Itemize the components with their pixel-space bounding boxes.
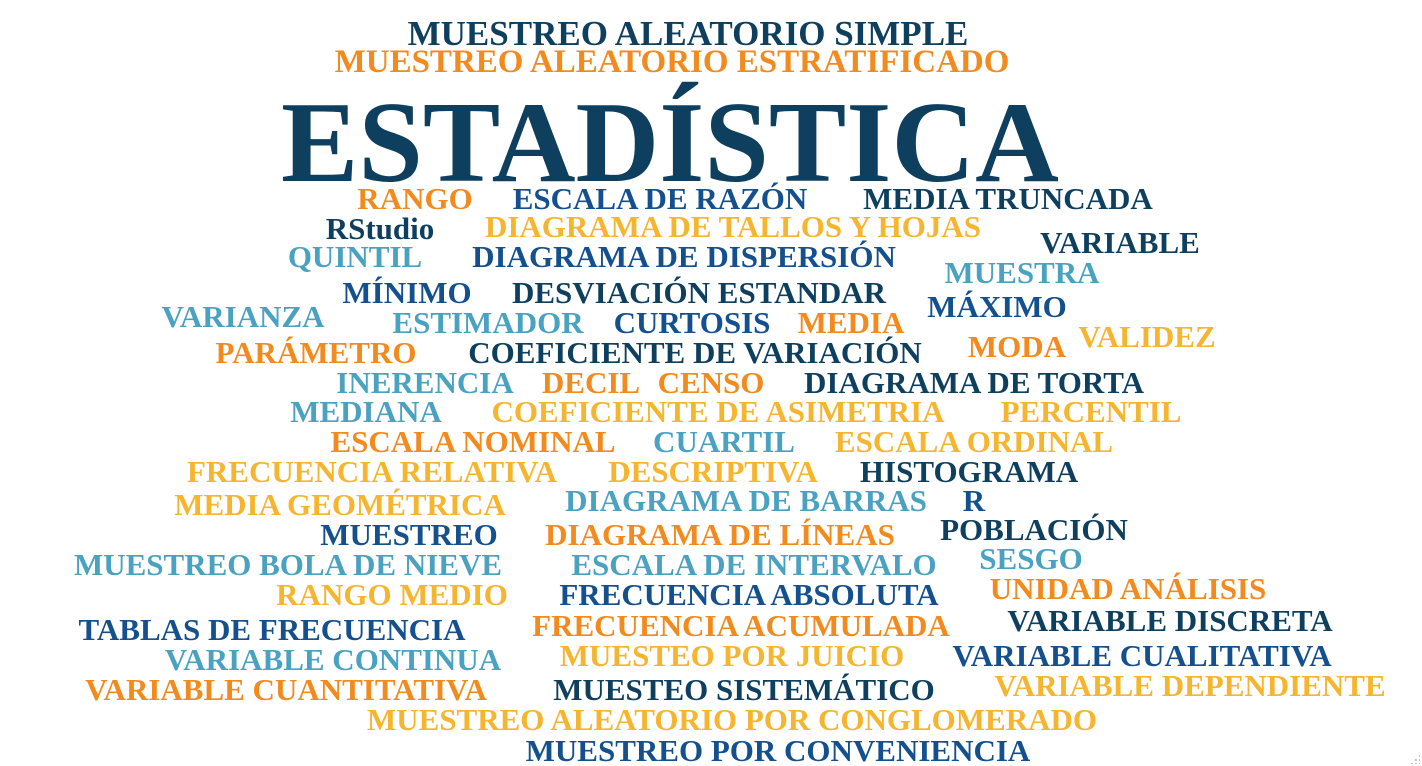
word-censo: CENSO xyxy=(657,365,765,400)
word-minimo: MÍNIMO xyxy=(342,275,472,310)
word-frecuencia-acumulada: FRECUENCIA ACUMULADA xyxy=(532,608,950,643)
word-frecuencia-relativa: FRECUENCIA RELATIVA xyxy=(186,454,558,489)
word-variable-continua: VARIABLE CONTINUA xyxy=(164,642,502,677)
word-histograma: HISTOGRAMA xyxy=(859,454,1079,489)
word-diagrama-de-torta: DIAGRAMA DE TORTA xyxy=(804,365,1144,400)
word-muestreo-aleatorio-por-conglomerado: MUESTREO ALEATORIO POR CONGLOMERADO xyxy=(366,702,1098,737)
word-variable-cualitativa: VARIABLE CUALITATIVA xyxy=(952,638,1332,673)
word-varianza: VARIANZA xyxy=(161,299,325,334)
word-curtosis: CURTOSIS xyxy=(613,305,771,340)
word-cuartil: CUARTIL xyxy=(653,424,795,459)
word-descriptiva: DESCRIPTIVA xyxy=(608,454,818,489)
word-rango-medio: RANGO MEDIO xyxy=(276,577,508,612)
word-muestreo-aleatorio-estratificado: MUESTREO ALEATORIO ESTRATIFICADO xyxy=(334,44,1010,80)
word-validez: VALIDEZ xyxy=(1078,319,1216,354)
word-estimador: ESTIMADOR xyxy=(392,305,584,340)
word-diagrama-de-lineas: DIAGRAMA DE LÍNEAS xyxy=(545,517,895,552)
word-desviacion-estandar: DESVIACIÓN ESTANDAR xyxy=(511,275,887,310)
word-rango: RANGO xyxy=(357,181,473,216)
word-estadistica: ESTADÍSTICA xyxy=(281,79,1059,207)
word-muesteo-por-juicio: MUESTEO POR JUICIO xyxy=(559,638,905,673)
word-rstudio: RStudio xyxy=(325,211,435,246)
word-r: R xyxy=(962,483,986,518)
word-moda: MODA xyxy=(967,329,1067,364)
resize-grip[interactable] xyxy=(1410,754,1420,764)
word-muestreo-bola-de-nieve: MUESTREO BOLA DE NIEVE xyxy=(73,547,503,582)
word-muestra: MUESTRA xyxy=(944,255,1100,290)
word-quintil: QUINTIL xyxy=(287,239,423,274)
word-media-truncada: MEDIA TRUNCADA xyxy=(863,181,1153,216)
word-decil: DECIL xyxy=(541,365,641,400)
word-escala-de-razon: ESCALA DE RAZÓN xyxy=(512,181,808,216)
word-inerencia: INERENCIA xyxy=(336,365,514,400)
word-media-geometrica: MEDIA GEOMÉTRICA xyxy=(174,487,506,522)
word-coeficiente-de-variacion: COEFICIENTE DE VARIACIÓN xyxy=(468,335,922,370)
word-maximo: MÁXIMO xyxy=(927,289,1067,324)
word-variable: VARIABLE xyxy=(1040,225,1200,260)
word-frecuencia-absoluta: FRECUENCIA ABSOLUTA xyxy=(559,577,939,612)
word-muestreo: MUESTREO xyxy=(320,517,498,552)
word-tablas-de-frecuencia: TABLAS DE FRECUENCIA xyxy=(78,612,466,647)
word-muestreo-aleatorio-simple: MUESTREO ALEATORIO SIMPLE xyxy=(407,14,969,53)
word-media: MEDIA xyxy=(797,305,905,340)
word-diagrama-de-dispersion: DIAGRAMA DE DISPERSIÓN xyxy=(472,239,896,274)
word-diagrama-de-tallos-y-hojas: DIAGRAMA DE TALLOS Y HOJAS xyxy=(484,209,982,244)
word-unidad-analisis: UNIDAD ANÁLISIS xyxy=(989,571,1267,606)
word-variable-discreta: VARIABLE DISCRETA xyxy=(1007,603,1333,638)
word-muesteo-sistematico: MUESTEO SISTEMÁTICO xyxy=(553,672,935,707)
word-coeficiente-de-asimetria: COEFICIENTE DE ASIMETRIA xyxy=(491,394,945,429)
word-mediana: MEDIANA xyxy=(290,394,442,429)
word-variable-dependiente: VARIABLE DEPENDIENTE xyxy=(994,668,1386,703)
word-poblacion: POBLACIÓN xyxy=(940,512,1128,547)
word-escala-nominal: ESCALA NOMINAL xyxy=(330,424,616,459)
word-variable-cuantitativa: VARIABLE CUANTITATIVA xyxy=(85,672,487,707)
word-percentil: PERCENTIL xyxy=(1000,394,1182,429)
word-escala-ordinal: ESCALA ORDINAL xyxy=(834,424,1114,459)
word-escala-de-intervalo: ESCALA DE INTERVALO xyxy=(571,547,937,582)
word-muestreo-por-conveniencia: MUESTREO POR CONVENIENCIA xyxy=(525,733,1031,766)
word-sesgo: SESGO xyxy=(979,541,1083,576)
word-parametro: PARÁMETRO xyxy=(215,335,417,370)
word-diagrama-de-barras: DIAGRAMA DE BARRAS xyxy=(565,483,927,518)
